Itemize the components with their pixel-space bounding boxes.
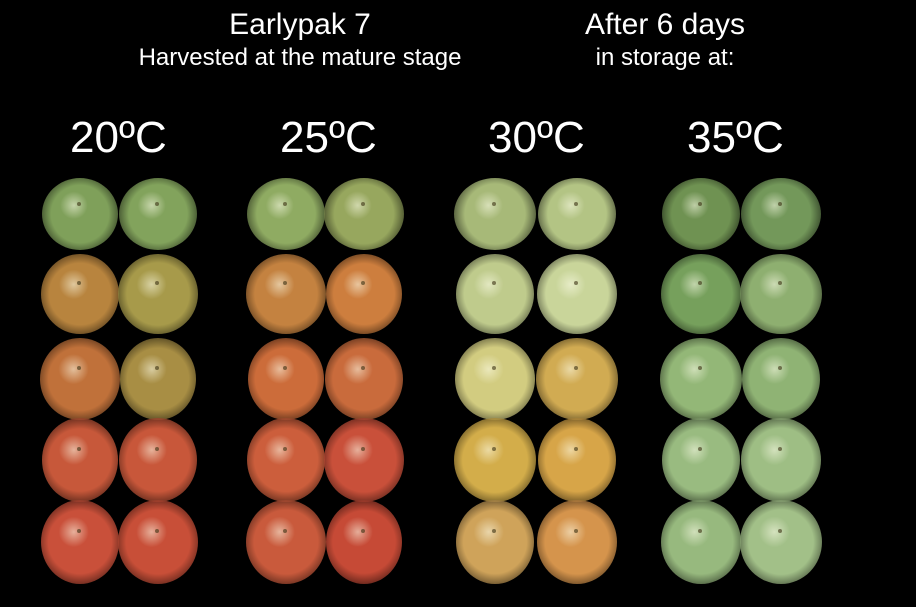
tomato-35c-row5-col1	[661, 500, 741, 584]
tomato-20c-row2-col2	[118, 254, 198, 334]
tomato-20c-row5-col1	[41, 500, 119, 584]
tomato-20c-row1-col1	[42, 178, 118, 250]
tomato-35c-row4-col1	[662, 418, 740, 502]
header-variety-block: Earlypak 7 Harvested at the mature stage	[95, 10, 505, 70]
tomato-stem-scar	[154, 446, 159, 451]
tomato-stem-scar	[76, 528, 81, 533]
tomato-20c-row4-col2	[119, 418, 197, 502]
tomato-stem-scar	[573, 281, 578, 286]
tomato-stem-scar	[573, 446, 578, 451]
tomato-25c-row3-col1	[248, 338, 324, 420]
tomato-25c-row5-col1	[246, 500, 326, 584]
tomato-35c-row1-col2	[741, 178, 821, 250]
tomato-25c-row5-col2	[326, 500, 402, 584]
tomato-stem-scar	[360, 528, 365, 533]
tomato-stem-scar	[491, 202, 496, 207]
tomato-20c-row4-col1	[42, 418, 118, 502]
tomato-35c-row4-col2	[741, 418, 821, 502]
storage-duration-title: After 6 days	[584, 8, 746, 41]
tomato-25c-row4-col1	[247, 418, 325, 502]
tomato-25c-row1-col1	[247, 178, 325, 250]
tomato-20c-row2-col1	[41, 254, 119, 334]
tomato-30c-row5-col1	[456, 500, 534, 584]
tomato-35c-row3-col2	[742, 338, 820, 420]
tomato-stem-scar	[360, 365, 365, 370]
tomato-stem-scar	[697, 528, 702, 533]
header-storage-block: After 6 days in storage at:	[545, 10, 785, 70]
tomato-35c-row1-col1	[662, 178, 740, 250]
tomato-30c-row3-col1	[455, 338, 535, 420]
temperature-label-30: 30ºC	[488, 113, 585, 162]
variety-title: Earlypak 7	[229, 8, 371, 41]
tomato-stem-scar	[76, 365, 81, 370]
tomato-stem-scar	[154, 365, 159, 370]
tomato-stem-scar	[282, 281, 287, 286]
storage-condition-caption: in storage at:	[595, 44, 735, 71]
tomato-30c-row2-col1	[456, 254, 534, 334]
tomato-stem-scar	[282, 446, 287, 451]
temperature-label-25: 25ºC	[280, 113, 377, 162]
tomato-stem-scar	[491, 365, 496, 370]
tomato-stem-scar	[697, 202, 702, 207]
tomato-20c-row5-col2	[118, 500, 198, 584]
tomato-stem-scar	[360, 446, 365, 451]
tomato-stem-scar	[777, 202, 782, 207]
harvest-stage-caption: Harvested at the mature stage	[138, 44, 462, 71]
tomato-35c-row3-col1	[660, 338, 742, 420]
tomato-stem-scar	[777, 365, 782, 370]
tomato-stem-scar	[491, 446, 496, 451]
tomato-35c-row2-col2	[740, 254, 822, 334]
tomato-stem-scar	[360, 202, 365, 207]
tomato-stem-scar	[491, 528, 496, 533]
tomato-stem-scar	[697, 446, 702, 451]
tomato-stem-scar	[777, 281, 782, 286]
tomato-30c-row2-col2	[537, 254, 617, 334]
tomato-35c-row2-col1	[661, 254, 741, 334]
tomato-25c-row2-col2	[326, 254, 402, 334]
tomato-stem-scar	[697, 365, 702, 370]
tomato-30c-row1-col1	[454, 178, 536, 250]
tomato-30c-row3-col2	[536, 338, 618, 420]
tomato-stem-scar	[76, 202, 81, 207]
tomato-25c-row1-col2	[324, 178, 404, 250]
tomato-stem-scar	[491, 281, 496, 286]
tomato-20c-row3-col1	[40, 338, 120, 420]
tomato-stem-scar	[573, 202, 578, 207]
tomato-stem-scar	[697, 281, 702, 286]
tomato-30c-row4-col1	[454, 418, 536, 502]
tomato-stem-scar	[573, 365, 578, 370]
tomato-stem-scar	[777, 446, 782, 451]
tomato-stem-scar	[154, 202, 159, 207]
tomato-20c-row3-col2	[120, 338, 196, 420]
tomato-stem-scar	[360, 281, 365, 286]
tomato-30c-row5-col2	[537, 500, 617, 584]
tomato-stem-scar	[154, 528, 159, 533]
tomato-30c-row1-col2	[538, 178, 616, 250]
tomato-stem-scar	[282, 365, 287, 370]
tomato-stem-scar	[777, 528, 782, 533]
tomato-stem-scar	[282, 202, 287, 207]
tomato-30c-row4-col2	[538, 418, 616, 502]
temperature-label-20: 20ºC	[70, 113, 167, 162]
tomato-stem-scar	[76, 281, 81, 286]
tomato-25c-row3-col2	[325, 338, 403, 420]
tomato-35c-row5-col2	[740, 500, 822, 584]
tomato-20c-row1-col2	[119, 178, 197, 250]
tomato-stem-scar	[573, 528, 578, 533]
temperature-label-35: 35ºC	[687, 113, 784, 162]
tomato-25c-row4-col2	[324, 418, 404, 502]
tomato-stem-scar	[76, 446, 81, 451]
tomato-25c-row2-col1	[246, 254, 326, 334]
tomato-stem-scar	[282, 528, 287, 533]
tomato-stem-scar	[154, 281, 159, 286]
